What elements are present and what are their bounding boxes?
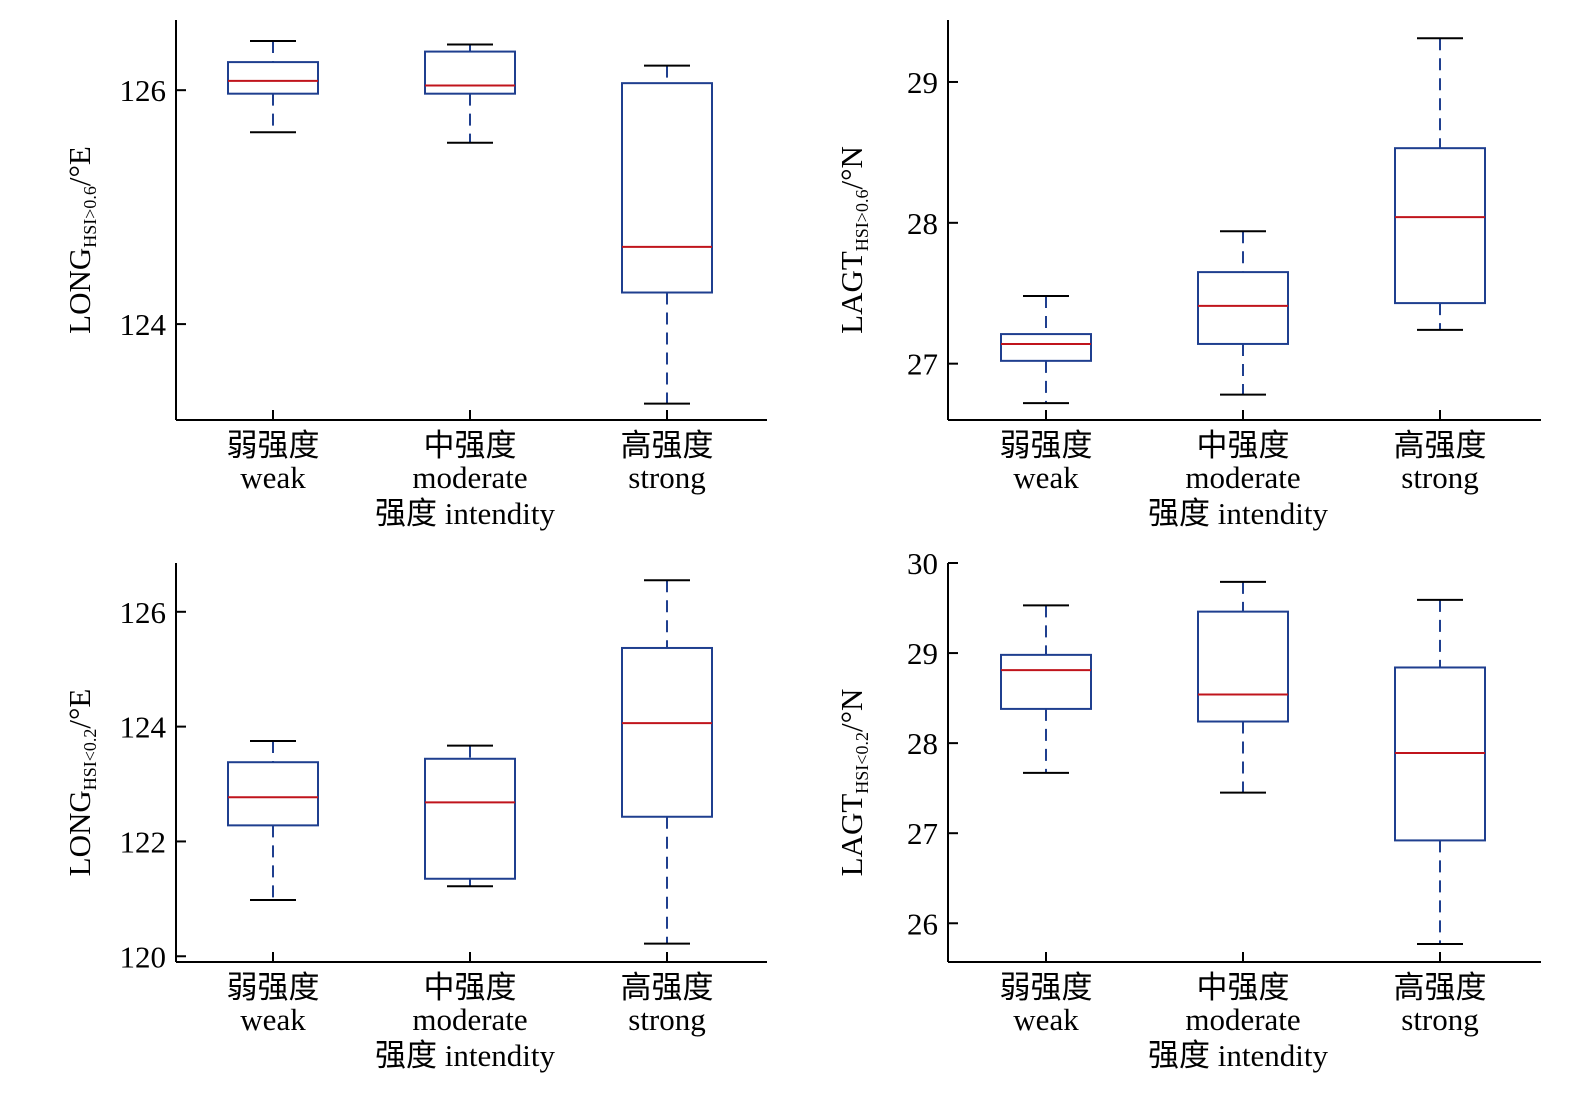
iqr-box: [1394, 147, 1486, 305]
y-axis-label-subscript: HSI<0.2: [80, 729, 100, 791]
category-label-zh: 高强度: [1394, 428, 1487, 463]
box-weak: [1000, 604, 1092, 774]
y-axis-label-subscript: HSI<0.2: [852, 732, 872, 794]
category-label-en: strong: [1401, 460, 1479, 495]
box-moderate: [424, 43, 516, 144]
x-axis-title: 强度 intendity: [375, 1038, 555, 1073]
y-tick-label: 27: [907, 347, 938, 382]
box-weak: [1000, 295, 1092, 405]
y-tick-label: 126: [120, 595, 167, 630]
iqr-box: [227, 761, 319, 827]
category-label-zh: 弱强度: [227, 428, 320, 463]
y-tick-label: 122: [120, 824, 167, 859]
category-label-en: moderate: [412, 1002, 527, 1037]
y-axis-label: LONGHSI>0.6/°E: [62, 146, 100, 334]
y-axis-label-main: LAGT: [834, 794, 869, 877]
y-axis-label-subscript: HSI>0.6: [852, 190, 872, 252]
y-tick-label: 29: [907, 65, 938, 100]
category-label-zh: 中强度: [1197, 428, 1290, 463]
box-strong: [621, 579, 713, 945]
y-axis-label-unit: /°E: [62, 689, 97, 729]
iqr-box: [227, 61, 319, 95]
box-weak: [227, 739, 319, 901]
y-tick-label: 124: [120, 710, 167, 745]
iqr-box: [1197, 271, 1289, 345]
category-label-en: strong: [628, 1002, 706, 1037]
y-tick-label: 29: [907, 636, 938, 671]
category-label-en: strong: [628, 460, 706, 495]
y-axis-label-subscript: HSI>0.6: [80, 186, 100, 248]
category-label-zh: 中强度: [1197, 970, 1290, 1005]
box-strong: [1394, 598, 1486, 945]
iqr-box: [1000, 333, 1092, 362]
category-label-zh: 高强度: [1394, 970, 1487, 1005]
category-label-zh: 高强度: [621, 970, 714, 1005]
iqr-box: [1197, 610, 1289, 723]
x-axis-title: 强度 intendity: [1148, 496, 1328, 531]
category-label-zh: 高强度: [621, 428, 714, 463]
category-label-en: moderate: [1185, 1002, 1300, 1037]
box-strong: [1394, 37, 1486, 331]
x-axis-title: 强度 intendity: [375, 496, 555, 531]
category-label-zh: 弱强度: [227, 970, 320, 1005]
category-label-en: moderate: [412, 460, 527, 495]
x-axis-title: 强度 intendity: [1148, 1038, 1328, 1073]
y-tick-label: 27: [907, 816, 938, 851]
y-axis-label: LONGHSI<0.2/°E: [62, 689, 100, 877]
category-label-en: weak: [240, 1002, 306, 1037]
category-label-en: weak: [240, 460, 306, 495]
y-tick-label: 28: [907, 206, 938, 241]
y-tick-label: 124: [120, 307, 167, 342]
box-strong: [621, 64, 713, 405]
y-tick-label: 30: [907, 546, 938, 581]
category-label-zh: 弱强度: [1000, 970, 1093, 1005]
iqr-box: [424, 50, 516, 95]
category-label-zh: 中强度: [424, 970, 517, 1005]
category-label-en: weak: [1013, 460, 1079, 495]
category-label-en: moderate: [1185, 460, 1300, 495]
y-axis-label-unit: /°N: [834, 689, 869, 732]
y-tick-label: 28: [907, 726, 938, 761]
iqr-box: [621, 82, 713, 294]
y-tick-label: 126: [120, 73, 167, 108]
y-axis-label: LAGTHSI>0.6/°N: [834, 146, 872, 334]
iqr-box: [1000, 653, 1092, 710]
y-tick-label: 26: [907, 906, 938, 941]
y-axis-label-unit: /°E: [62, 146, 97, 186]
iqr-box: [621, 646, 713, 818]
y-tick-label: 120: [120, 939, 167, 974]
box-moderate: [1197, 230, 1289, 396]
iqr-box: [424, 757, 516, 880]
category-label-zh: 中强度: [424, 428, 517, 463]
y-axis-label-main: LAGT: [834, 251, 869, 334]
y-axis-label-main: LONG: [62, 790, 97, 876]
category-label-zh: 弱强度: [1000, 428, 1093, 463]
box-moderate: [1197, 580, 1289, 794]
box-moderate: [424, 744, 516, 888]
y-axis-label-main: LONG: [62, 248, 97, 334]
y-axis-label: LAGTHSI<0.2/°N: [834, 689, 872, 877]
category-label-en: weak: [1013, 1002, 1079, 1037]
box-weak: [227, 40, 319, 134]
y-axis-label-unit: /°N: [834, 146, 869, 189]
category-label-en: strong: [1401, 1002, 1479, 1037]
